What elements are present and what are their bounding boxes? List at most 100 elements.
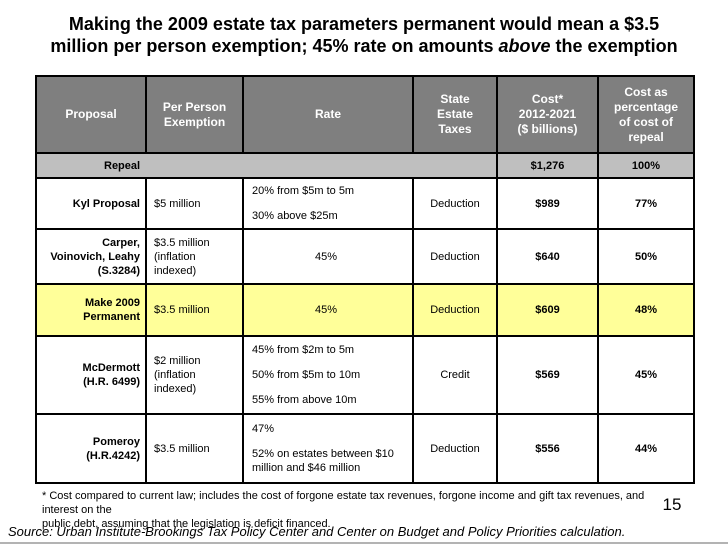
footnote-line-1: * Cost compared to current law; includes… (42, 490, 645, 516)
proposal-cell-line: Pomeroy (92, 435, 140, 448)
proposal-cell-line: Kyl Proposal (72, 197, 140, 210)
column-header-line: Exemption (163, 114, 226, 129)
proposal-cell: Make 2009 Permanent (35, 283, 147, 337)
column-header-line: Taxes (438, 122, 472, 136)
exemption-cell: $3.5 million (145, 283, 244, 337)
rate-paragraph: 45% (314, 250, 338, 263)
rate-paragraph: 47% (252, 423, 275, 435)
cost-cell: $556 (496, 413, 599, 484)
state-estate-taxes-cell: Deduction (412, 283, 498, 337)
title-line-2: million per person exemption; 45% rate o… (0, 35, 728, 57)
cost-percentage-cell: 50% (597, 228, 695, 285)
table-row: Pomeroy (H.R.4242) $3.5 million 47% 52% on e… (35, 413, 695, 484)
state-estate-taxes-cell: Deduction (412, 177, 498, 230)
column-header-line: Rate (314, 107, 341, 121)
repeal-pct-cell: 100% (597, 152, 695, 179)
table-row: Kyl Proposal $5 million 20% from $5m to 5m… (35, 177, 695, 230)
column-header-4: State Estate Taxes (412, 75, 498, 154)
cost-percentage-cell: 77% (597, 177, 695, 230)
column-header-line: 2012-2021 (518, 107, 577, 121)
slide-title: Making the 2009 estate tax parameters pe… (0, 13, 728, 57)
exemption-cell-line: (inflation (154, 369, 196, 381)
repeal-cost-cell: $1,276 (496, 152, 599, 179)
proposal-cell: McDermott (H.R. 6499) (35, 335, 147, 415)
column-header-line: repeal (628, 129, 664, 144)
exemption-cell-line: (inflation (154, 250, 196, 263)
column-header-2: Per Person Exemption (145, 75, 244, 154)
proposal-cell-line: Make 2009 (84, 297, 140, 309)
column-header-line: Per Person (162, 99, 227, 114)
bottom-divider (0, 542, 728, 544)
state-estate-taxes-cell: Deduction (412, 413, 498, 484)
exemption-cell: $5 million (145, 177, 244, 230)
table-row: Carper, Voinovich, Leahy (S.3284) $3.5 mill… (35, 228, 695, 285)
cost-cell: $989 (496, 177, 599, 230)
proposal-cell-line: (H.R. 6499) (83, 376, 140, 388)
rate-cell: 45% (242, 283, 414, 337)
source-line: Source: Urban Institute-Brookings Tax Po… (8, 524, 626, 539)
exemption-cell-line: $5 million (154, 197, 201, 210)
footnote: * Cost compared to current law; includes… (42, 489, 682, 531)
cost-percentage-cell: 48% (597, 283, 695, 337)
column-header-line: Cost as (624, 84, 668, 99)
estate-tax-proposals-table: Proposal Per Person Exemption Rate State Esta… (35, 75, 695, 484)
rate-paragraph: 20% from $5m to 5m (252, 185, 355, 197)
proposal-cell-line: McDermott (82, 362, 140, 374)
column-header-1: Proposal (35, 75, 147, 154)
repeal-proposal-cell: Repeal (35, 152, 498, 179)
title-line-1: Making the 2009 estate tax parameters pe… (68, 14, 660, 34)
title-line-2-italic-word: above (498, 36, 551, 56)
exemption-cell-line: indexed) (154, 383, 197, 395)
cost-cell: $640 (496, 228, 599, 285)
table-row: Make 2009 Permanent $3.5 million 45% Deducti… (35, 283, 695, 337)
cost-cell: $569 (496, 335, 599, 415)
column-header-line: Estate (436, 107, 474, 121)
column-header-6: Cost as percentage of cost of repeal (597, 75, 695, 154)
column-header-line: Cost* (531, 92, 564, 106)
proposal-cell: Pomeroy (H.R.4242) (35, 413, 147, 484)
column-header-3: Rate (242, 75, 414, 154)
column-header-5: Cost* 2012-2021 ($ billions) (496, 75, 599, 154)
proposal-cell-line: (S.3284) (97, 264, 140, 277)
column-header-line: percentage (613, 99, 679, 114)
exemption-cell-line: $3.5 million (154, 236, 210, 249)
exemption-cell-line: $3.5 million (154, 442, 210, 455)
proposal-cell-line: Permanent (83, 311, 140, 323)
proposal-cell-line: Voinovich, Leahy (50, 250, 140, 263)
cost-percentage-cell: 45% (597, 335, 695, 415)
table-header-row: Proposal Per Person Exemption Rate State Esta… (35, 75, 695, 154)
exemption-cell: $2 million (inflation indexed) (145, 335, 244, 415)
table-row-repeal: Repeal $1,276 100% (35, 152, 695, 179)
rate-cell: 45% from $2m to 5m 50% from $5m to 10m 55%… (242, 335, 414, 415)
rate-paragraph: 45% (314, 304, 338, 316)
exemption-cell-line: indexed) (154, 264, 197, 277)
column-header-line: State (440, 92, 470, 106)
column-header-line: of cost of (619, 114, 673, 129)
footnote-line-2: public debt, assuming that the legislati… (42, 518, 331, 530)
proposal-cell-line: Carper, (102, 236, 140, 249)
title-line-2-pre: million per person exemption; 45% rate o… (50, 36, 499, 56)
column-header-line: ($ billions) (517, 122, 578, 136)
rate-paragraph: 30% above $25m (252, 210, 338, 222)
rate-paragraph: 52% on estates between $10 million and $… (252, 448, 394, 474)
cost-cell: $609 (496, 283, 599, 337)
rate-paragraph: 45% from $2m to 5m (252, 344, 355, 356)
column-header-line: Proposal (65, 107, 117, 121)
page-number: 15 (662, 495, 682, 514)
rate-cell: 20% from $5m to 5m 30% above $25m (242, 177, 414, 230)
exemption-cell: $3.5 million (145, 413, 244, 484)
title-line-2-post: the exemption (550, 36, 678, 56)
table-row: McDermott (H.R. 6499) $2 million (inflation… (35, 335, 695, 415)
state-estate-taxes-cell: Deduction (412, 228, 498, 285)
rate-cell: 47% 52% on estates between $10 million an… (242, 413, 414, 484)
proposal-cell-line: (H.R.4242) (86, 449, 140, 462)
exemption-cell: $3.5 million (inflation indexed) (145, 228, 244, 285)
rate-paragraph: 50% from $5m to 10m (252, 369, 361, 381)
exemption-cell-line: $3.5 million (154, 304, 210, 316)
cost-percentage-cell: 44% (597, 413, 695, 484)
proposal-cell: Kyl Proposal (35, 177, 147, 230)
state-estate-taxes-cell: Credit (412, 335, 498, 415)
rate-cell: 45% (242, 228, 414, 285)
proposal-cell: Carper, Voinovich, Leahy (S.3284) (35, 228, 147, 285)
